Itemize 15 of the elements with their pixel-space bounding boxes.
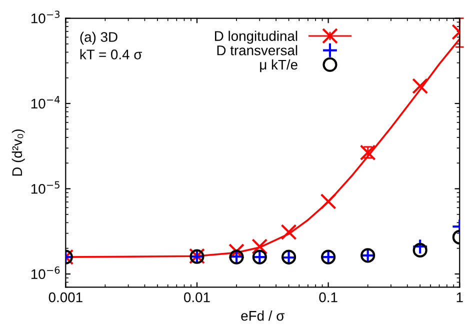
annotation: (a) 3D: [80, 32, 118, 45]
x-axis-title: eFd / σ: [241, 310, 284, 321]
x-tick-label: 0.01: [184, 292, 210, 302]
x-tick-label: 0.1: [319, 292, 338, 302]
annotation: kT = 0.4 σ: [80, 49, 142, 60]
y-axis-title: D (d²v₀): [12, 129, 25, 176]
y-tick-label: 10$^{−3}$: [31, 10, 60, 24]
legend-label: D longitudinal: [215, 30, 298, 44]
legend-label: D transversal: [217, 45, 298, 56]
x-tick-label: 1: [456, 292, 463, 302]
x-tick-label: 0.001: [48, 292, 82, 302]
y-tick-label: 10$^{−5}$: [31, 181, 60, 194]
y-tick-label: 10$^{−4}$: [31, 96, 60, 109]
legend-label: μ kT/e: [260, 59, 298, 72]
y-tick-label: 10$^{−6}$: [31, 266, 60, 280]
